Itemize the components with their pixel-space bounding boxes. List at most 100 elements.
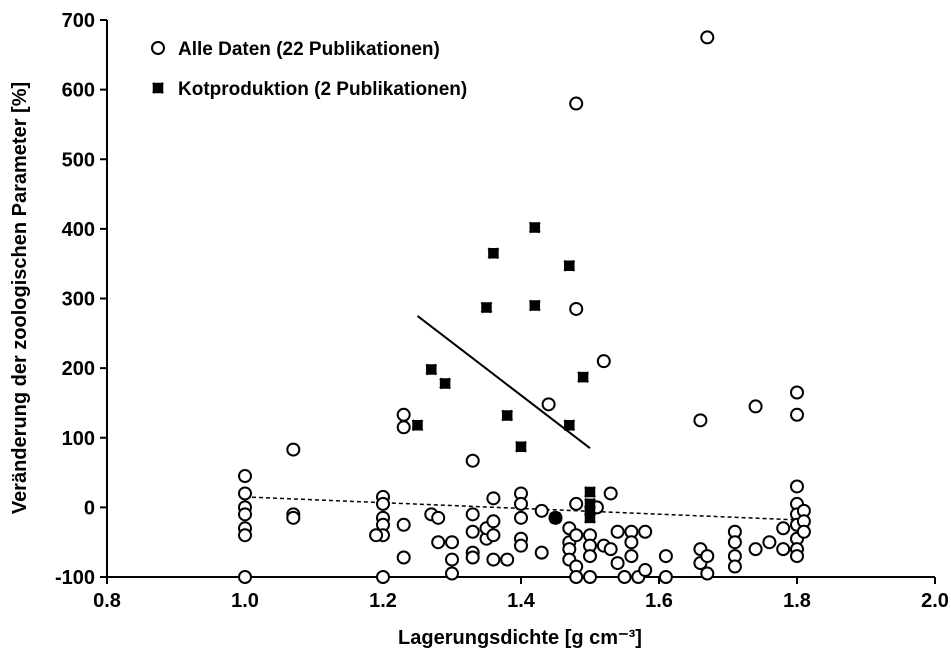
scatter-point xyxy=(569,301,584,316)
y-tick-label: 400 xyxy=(62,219,95,241)
scatter-point xyxy=(603,486,618,501)
x-tick-label: 1.2 xyxy=(369,590,397,612)
scatter-point xyxy=(286,510,301,525)
scatter-point xyxy=(431,535,446,550)
scatter-point xyxy=(776,521,791,536)
scatter-point xyxy=(514,538,528,553)
scatter-point xyxy=(465,550,480,565)
scatter-point xyxy=(790,385,804,400)
scatter-point xyxy=(700,549,715,564)
scatter-point xyxy=(790,549,804,564)
scatter-point xyxy=(796,524,811,539)
x-axis-label: Lagerungsdichte [g cm⁻³] xyxy=(398,627,642,649)
scatter-point xyxy=(238,570,252,584)
scatter-point xyxy=(584,511,596,524)
scatter-point xyxy=(583,570,597,584)
y-tick-label: 100 xyxy=(62,428,95,450)
x-tick-label: 2.0 xyxy=(921,590,949,612)
scatter-point xyxy=(465,453,480,468)
y-tick-label: 700 xyxy=(62,10,95,32)
scatter-point xyxy=(238,507,252,522)
scatter-point xyxy=(445,552,459,567)
scatter-point xyxy=(610,524,625,539)
scatter-point xyxy=(486,491,501,506)
scatter-point xyxy=(369,528,384,543)
scatter-point xyxy=(610,556,625,571)
scatter-point xyxy=(748,399,763,414)
y-tick-label: 600 xyxy=(62,80,95,102)
y-tick-label: 0 xyxy=(84,497,95,519)
x-tick-label: 1.0 xyxy=(231,590,259,612)
y-tick-label: 500 xyxy=(62,149,95,171)
scatter-point xyxy=(583,549,597,564)
scatter-point xyxy=(486,552,501,567)
scatter-point xyxy=(603,542,618,557)
scatter-point xyxy=(528,299,541,312)
scatter-point xyxy=(727,535,742,550)
scatter-point xyxy=(541,397,556,412)
scatter-point xyxy=(748,542,763,557)
scatter-point xyxy=(700,566,715,581)
scatter-point xyxy=(396,550,411,565)
y-axis-label: Veränderung der zoologischen Parameter [… xyxy=(9,82,31,514)
scatter-point xyxy=(569,528,584,543)
scatter-point xyxy=(584,486,596,498)
scatter-point xyxy=(487,247,500,260)
scatter-point xyxy=(445,566,459,581)
scatter-point xyxy=(486,528,501,543)
legend-label: Kotproduktion (2 Publikationen) xyxy=(178,79,467,100)
scatter-point xyxy=(528,221,541,234)
scatter-point xyxy=(396,407,411,422)
scatter-point xyxy=(693,413,708,428)
scatter-point xyxy=(776,542,791,557)
scatter-point xyxy=(445,535,459,550)
legend-label: Alle Daten (22 Publikationen) xyxy=(178,39,440,60)
scatter-point xyxy=(638,524,653,539)
scatter-point xyxy=(286,442,301,457)
scatter-point xyxy=(238,469,252,484)
scatter-point xyxy=(501,409,514,422)
x-tick-label: 1.6 xyxy=(645,590,673,612)
trend-line xyxy=(416,315,591,449)
scatter-point xyxy=(238,486,252,501)
scatter-point xyxy=(569,496,584,511)
scatter-point xyxy=(500,552,515,567)
scatter-point xyxy=(549,511,562,524)
scatter-point xyxy=(638,563,653,578)
scatter-point xyxy=(431,510,446,525)
scatter-point xyxy=(439,377,451,390)
scatter-point xyxy=(514,496,528,511)
scatter-point xyxy=(577,371,589,384)
scatter-point xyxy=(563,259,576,272)
scatter-point xyxy=(624,549,639,564)
scatter-point xyxy=(762,535,777,550)
scatter-point xyxy=(534,545,549,560)
scatter-point xyxy=(790,479,804,494)
scatter-point xyxy=(534,503,549,518)
scatter-point xyxy=(465,524,480,539)
scatter-point xyxy=(376,496,390,511)
scatter-point xyxy=(396,420,411,435)
scatter-point xyxy=(727,559,742,574)
scatter-point xyxy=(700,30,715,45)
scatter-point xyxy=(596,354,611,369)
scatter-point xyxy=(624,535,639,550)
scatter-point xyxy=(569,96,584,111)
scatter-point xyxy=(658,570,673,584)
scatter-point xyxy=(617,570,632,584)
scatter-point xyxy=(790,407,804,422)
y-tick-label: -100 xyxy=(55,567,95,589)
scatter-point xyxy=(396,517,411,532)
x-tick-label: 1.4 xyxy=(507,590,536,612)
legend-marker xyxy=(152,82,164,94)
scatter-point xyxy=(425,363,438,376)
scatter-point xyxy=(563,419,576,432)
scatter-point xyxy=(480,301,493,314)
scatter-point xyxy=(514,510,528,525)
x-tick-label: 1.8 xyxy=(783,590,811,612)
scatter-point xyxy=(238,528,252,543)
x-tick-label: 0.8 xyxy=(93,590,121,612)
y-tick-label: 200 xyxy=(62,358,95,380)
scatter-point xyxy=(658,549,673,564)
